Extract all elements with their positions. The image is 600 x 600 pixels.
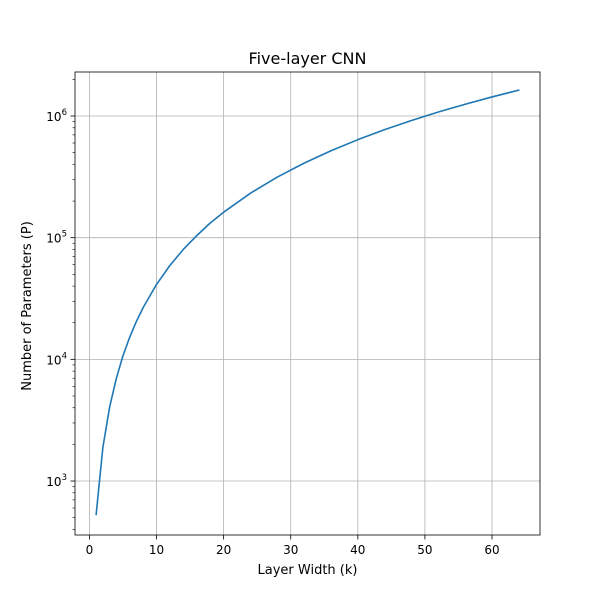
x-tick-label: 0 [86,543,94,557]
y-tick-label: 106 [46,108,67,124]
grid [75,72,540,535]
series-layer [95,89,520,516]
y-tick-label-base: 10 [46,232,61,246]
x-tick-label: 20 [216,543,231,557]
y-tick-label-exponent: 6 [62,108,67,118]
series-line [95,89,520,516]
x-tick-label: 60 [484,543,499,557]
x-tick-label: 10 [149,543,164,557]
y-tick-label-exponent: 5 [62,230,67,240]
x-axis: 0 10 20 30 40 50 60 [86,535,500,557]
x-tick-label: 30 [283,543,298,557]
y-tick-label: 104 [46,351,67,367]
y-axis-label: Number of Parameters (P) [20,221,35,391]
plot-frame [74,71,541,536]
y-tick-label-exponent: 4 [62,351,67,361]
chart-title: Five-layer CNN [249,49,367,68]
x-tick-label: 40 [350,543,365,557]
y-tick-label: 105 [46,230,67,246]
y-tick-label-exponent: 3 [62,473,67,483]
x-tick-label: 50 [417,543,432,557]
y-tick-label: 103 [46,473,67,489]
y-tick-label-base: 10 [46,353,61,367]
y-tick-label-base: 10 [46,475,61,489]
y-tick-label-base: 10 [46,110,61,124]
x-axis-label: Layer Width (k) [258,563,358,578]
